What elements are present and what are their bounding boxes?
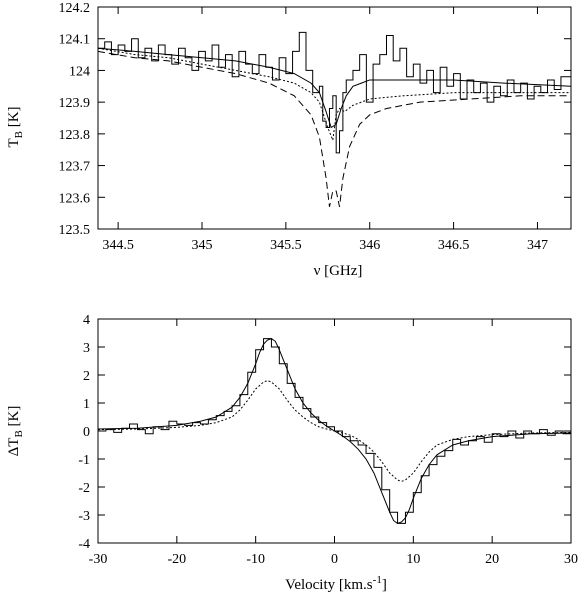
spectrum-x-tick-label: 346 [359,238,380,253]
spectrum-y-tick-label: 124 [69,64,90,79]
velocity-dotted-series-line [98,380,571,482]
spectrum-y-tick-label: 124.1 [59,33,91,48]
spectrum-y-tick-label: 123.6 [59,191,91,206]
velocity-y-tick-label: -2 [78,481,90,496]
spectrum-y-tick-label: 123.8 [59,128,91,143]
spectrum-x-tick-label: 345 [191,238,212,253]
spectrum-x-tick-label: 345.5 [270,238,302,253]
velocity-x-tick-label: 20 [485,552,499,567]
velocity-series-layer [98,338,571,524]
spectrum-y-tick-label: 123.5 [59,223,91,238]
velocity-x-tick-label: -20 [167,552,186,567]
velocity-y-tick-label: 1 [83,397,90,412]
spectrum-y-tick-label: 123.7 [59,160,91,175]
velocity-y-axis-title: ΔTB [K] [6,406,25,457]
spectrum-ticks-layer: 344.5 345 345.5 346 346.5 347 123.5 123.6 123.7 1… [59,1,571,253]
velocity-y-tick-label: -3 [78,509,90,524]
spectrum-y-tick-label: 123.9 [59,96,91,111]
spectrum-dotted-series-line [98,47,571,143]
velocity-x-tick-label: 10 [406,552,420,567]
velocity-y-tick-label: -4 [78,537,90,552]
spectrum-y-axis-title: TB [K] [6,106,25,147]
spectrum-x-tick-label: 344.5 [102,238,134,253]
velocity-y-tick-label: 3 [83,341,90,356]
velocity-y-tick-label: 2 [83,369,90,384]
spectrum-solid-series-line [98,47,571,129]
spectrum-x-tick-label: 346.5 [438,238,470,253]
spectrum-y-tick-label: 124.2 [59,1,91,16]
spectrum-series-layer [98,31,571,207]
spectrum-step-series-line [98,31,571,154]
velocity-y-tick-label: 0 [83,425,90,440]
velocity-x-tick-label: 30 [564,552,578,567]
spectrum-x-tick-label: 347 [527,238,548,253]
velocity-x-tick-label: -30 [89,552,108,567]
velocity-x-axis-title: Velocity [km.s-1] [285,574,387,593]
spectrum-plot-frame [97,6,572,230]
spectrum-panel: 344.5 345 345.5 346 346.5 347 123.5 123.6 123.7 1… [6,1,572,279]
velocity-x-tick-label: 0 [331,552,338,567]
velocity-y-tick-label: -1 [78,453,90,468]
spectrum-dashed-series-line [98,50,571,207]
velocity-y-tick-label: 4 [83,313,90,328]
spectrum-x-axis-title: ν [GHz] [314,263,363,279]
velocity-x-tick-label: -10 [246,552,265,567]
